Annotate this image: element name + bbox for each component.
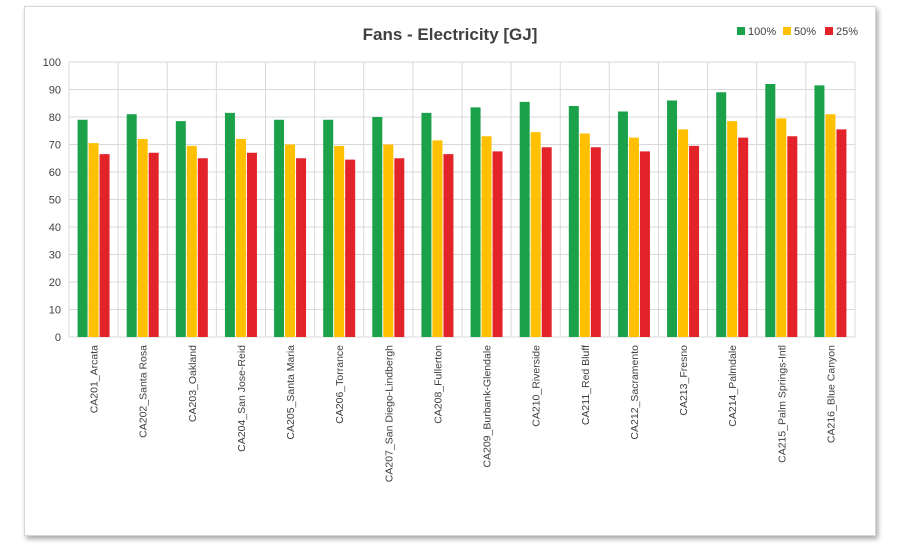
- bar-50pct-3: [235, 139, 246, 337]
- x-tick-label: CA216_Blue Canyon: [825, 345, 837, 443]
- chart-title: Fans - Electricity [GJ]: [363, 25, 538, 44]
- x-tick-label: CA212_Sacramento: [629, 345, 641, 440]
- legend: 100% 50% 25%: [737, 26, 858, 38]
- bar-25pct-9: [541, 147, 552, 337]
- bar-50pct-15: [825, 114, 836, 337]
- bar-25pct-6: [394, 158, 405, 337]
- chart-frame: 0 10 20 30 40 50 60 70 80 90 100 CA201_Arcata CA202…: [24, 6, 876, 536]
- bar-50pct-5: [334, 145, 345, 337]
- x-axis-labels: CA201_Arcata CA202_Santa Rosa CA203_Oaklan…: [89, 345, 838, 482]
- x-tick-label: CA211_Red Bluff: [580, 345, 592, 425]
- y-tick-label: 60: [49, 167, 61, 179]
- y-tick-label: 40: [49, 222, 61, 234]
- bar-100pct-14: [765, 84, 776, 337]
- y-tick-label: 90: [49, 85, 61, 97]
- y-tick-label: 0: [55, 332, 61, 344]
- x-tick-label: CA206_Torrance: [334, 345, 346, 424]
- y-tick-label: 80: [49, 112, 61, 124]
- bar-100pct-9: [519, 101, 530, 337]
- bar-100pct-4: [274, 119, 285, 337]
- bar-50pct-2: [186, 145, 197, 337]
- bar-25pct-12: [689, 145, 700, 337]
- bar-50pct-12: [678, 129, 689, 337]
- legend-swatch: [783, 27, 791, 35]
- bar-50pct-8: [481, 136, 492, 337]
- bar-25pct-5: [345, 159, 356, 337]
- bar-100pct-3: [224, 112, 235, 337]
- bar-100pct-11: [617, 111, 628, 337]
- bar-50pct-9: [530, 132, 541, 337]
- bar-chart: 0 10 20 30 40 50 60 70 80 90 100 CA201_Arcata CA202…: [43, 25, 859, 482]
- bar-25pct-11: [639, 151, 650, 337]
- bar-50pct-7: [432, 140, 443, 337]
- bar-50pct-0: [88, 143, 99, 337]
- legend-label: 25%: [836, 26, 858, 38]
- x-tick-label: CA210_Riverside: [531, 345, 543, 427]
- bar-25pct-0: [99, 154, 110, 337]
- bar-100pct-8: [470, 107, 481, 337]
- y-tick-label: 50: [49, 195, 61, 207]
- bar-25pct-8: [492, 151, 503, 337]
- y-tick-label: 20: [49, 277, 61, 289]
- x-tick-label: CA209_Burbank-Glendale: [482, 345, 494, 468]
- x-tick-label: CA208_Fullerton: [432, 345, 444, 424]
- legend-label: 100%: [748, 26, 776, 38]
- y-tick-label: 30: [49, 250, 61, 262]
- y-tick-label: 10: [49, 305, 61, 317]
- legend-label: 50%: [794, 26, 816, 38]
- bar-100pct-0: [77, 119, 88, 337]
- bar-25pct-1: [148, 152, 159, 337]
- x-tick-label: CA207_San Diego-Lindbergh: [383, 345, 395, 482]
- y-tick-label: 70: [49, 140, 61, 152]
- x-tick-label: CA213_Fresno: [678, 345, 690, 416]
- x-tick-label: CA214_Palmdale: [727, 345, 739, 427]
- bar-100pct-5: [323, 119, 334, 337]
- bars: [77, 84, 847, 337]
- x-tick-label: CA202_Santa Rosa: [138, 345, 150, 438]
- x-tick-label: CA205_Santa Maria: [285, 345, 297, 440]
- x-tick-label: CA204_San Jose-Reid: [236, 345, 248, 452]
- bar-25pct-3: [246, 152, 257, 337]
- bar-100pct-7: [421, 112, 432, 337]
- bar-50pct-13: [727, 121, 738, 337]
- bar-50pct-1: [137, 139, 148, 337]
- bar-25pct-10: [590, 147, 601, 337]
- bar-50pct-14: [776, 118, 787, 337]
- bar-100pct-15: [814, 85, 825, 337]
- bar-50pct-11: [628, 137, 639, 337]
- bar-100pct-1: [126, 114, 137, 337]
- legend-swatch: [737, 27, 745, 35]
- legend-swatch: [825, 27, 833, 35]
- y-axis-ticks: 0 10 20 30 40 50 60 70 80 90 100: [43, 57, 61, 344]
- bar-25pct-2: [197, 158, 208, 337]
- bar-25pct-4: [296, 158, 307, 337]
- bar-25pct-13: [738, 137, 749, 337]
- x-tick-label: CA201_Arcata: [89, 345, 101, 413]
- bar-100pct-12: [667, 100, 678, 337]
- bar-50pct-4: [285, 144, 296, 337]
- bar-100pct-10: [568, 106, 579, 337]
- x-tick-label: CA215_Palm Springs-Intl: [776, 345, 788, 463]
- bar-25pct-7: [443, 154, 454, 337]
- bar-50pct-10: [579, 133, 590, 337]
- bar-100pct-6: [372, 117, 383, 337]
- bar-25pct-14: [787, 136, 798, 337]
- y-tick-label: 100: [43, 57, 61, 69]
- bar-100pct-2: [175, 121, 186, 337]
- bar-50pct-6: [383, 144, 394, 337]
- x-tick-label: CA203_Oakland: [187, 345, 199, 422]
- bar-100pct-13: [716, 92, 727, 337]
- bar-25pct-15: [836, 129, 847, 337]
